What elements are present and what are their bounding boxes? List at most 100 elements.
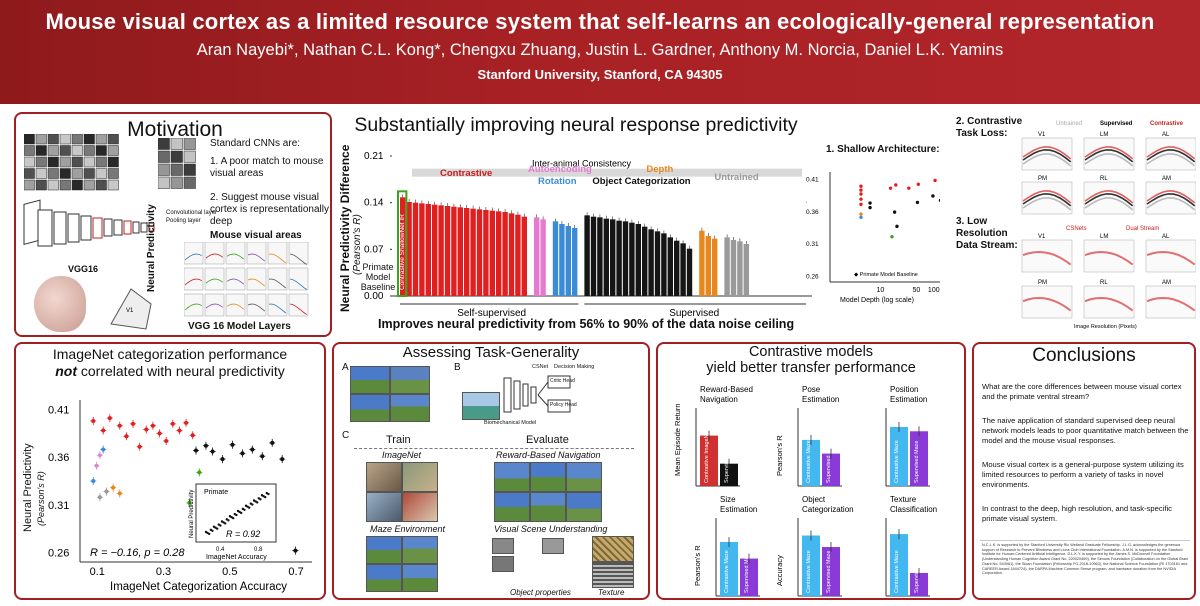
res-curve (1022, 250, 1072, 266)
group-label-untrained: Untrained (714, 172, 759, 183)
imagenet-thumb-4 (402, 492, 438, 522)
transfer-y-label: Pearson's R (693, 545, 702, 586)
author-list: Aran Nayebi*, Nathan C.L. Kong*, Chengxu… (196, 41, 1004, 59)
legend-csnets: CSNets (1066, 226, 1087, 232)
imnet-x-label: ImageNet Categorization Accuracy (110, 581, 287, 593)
transfer-panel: Contrastive models yield better transfer… (656, 342, 966, 600)
imagenet-thumb-1 (366, 462, 402, 492)
stimulus-cell (71, 168, 83, 179)
cnn-intro: Standard CNNs are: (210, 138, 301, 149)
stimulus-cell (47, 168, 59, 179)
imnet-y-tick: 0.41 (48, 405, 69, 417)
stimulus-cell (35, 179, 47, 191)
imnet-x-tick: 0.5 (222, 566, 237, 578)
shallow-label: 1. Shallow Architecture: (826, 144, 940, 155)
depth-point (938, 198, 940, 203)
highlight-label: Contrastive ShallowNet IR (399, 214, 406, 290)
imagenet-thumb-3 (366, 492, 402, 522)
layer-panel (267, 267, 288, 291)
stimulus-cell (59, 145, 71, 156)
area-panel-label: PM (1038, 176, 1047, 182)
group-label-autoencoding: Autoencoding (528, 164, 592, 175)
bar (470, 208, 476, 296)
imnet-point (203, 443, 208, 448)
layer-curve (205, 278, 224, 284)
res-panel (1083, 239, 1135, 273)
area-curve (1022, 149, 1072, 163)
transfer-bar (890, 534, 908, 596)
inset-point (216, 527, 219, 530)
inset-box (195, 483, 277, 543)
label-b: B (454, 362, 461, 373)
stimulus-cell (83, 133, 95, 145)
imnet-point (117, 491, 122, 496)
imnet-x-tick: 0.3 (156, 566, 171, 578)
transfer-bar-label: Contrastive Maze (894, 440, 900, 483)
layer-panel (288, 242, 309, 265)
inset-point (235, 513, 238, 517)
imnet-point (187, 500, 192, 505)
low-res-grid: CSNets Dual Stream V1 LM AL PM RL AM Image Resol… (1021, 226, 1196, 330)
transfer-title: Size (720, 495, 736, 504)
transfer-title-1: Contrastive models (748, 344, 874, 360)
bar (730, 240, 737, 296)
imnet-point (117, 423, 122, 428)
area-curve (1146, 193, 1196, 207)
conv-legend: Convolutional layer (166, 210, 218, 216)
bar (603, 218, 609, 296)
stimulus-cell (83, 145, 95, 156)
inset-x-label: ImageNet Accuracy (206, 554, 267, 561)
low-res-label: 3. Low Resolution Data Stream: (956, 216, 1026, 252)
legend-untrained: Untrained (1056, 121, 1082, 127)
layer-curve (268, 278, 287, 289)
stimulus-grid-right (157, 137, 198, 190)
imnet-point (144, 427, 149, 432)
predictivity-footer: Improves neural predictivity from 56% to… (378, 317, 795, 331)
bar (476, 209, 483, 296)
bar (438, 205, 444, 296)
area-panel-label: V1 (1038, 132, 1046, 138)
bar (496, 211, 502, 296)
stimulus-cell (35, 156, 47, 168)
transfer-bar-label: Contrastive Maze (724, 550, 730, 593)
stimulus-cell (47, 179, 59, 191)
depth-point (890, 235, 894, 239)
stimulus-cell (107, 156, 119, 168)
critic-head-label: Critic Head (550, 378, 575, 384)
inset-point (227, 519, 230, 522)
transfer-bar (802, 535, 820, 596)
transfer-bar-label: Supervised Maze (826, 441, 832, 484)
transfer-bar-label: Contrastive Maze (894, 550, 900, 593)
bar (737, 241, 743, 296)
layer-panel (184, 293, 204, 317)
svg-text:V1: V1 (126, 308, 134, 314)
csnet-label: CSNet (532, 364, 549, 370)
imnet-y-tick: 0.31 (48, 500, 69, 512)
layer-curve (226, 303, 245, 310)
layer-curve (268, 253, 287, 264)
maze-env-label: Maze Environment (370, 524, 446, 534)
stimulus-cell (71, 156, 83, 168)
layer-curve (205, 303, 224, 309)
inset-point (256, 501, 259, 504)
layer-curves-grid: V1 LM AL PM RL AM (184, 242, 309, 317)
transfer-bar (890, 426, 908, 486)
depth-point (859, 184, 863, 188)
imnet-point (97, 453, 102, 458)
bar (686, 248, 693, 296)
bar (654, 231, 661, 296)
bar (635, 224, 641, 296)
layer-curve (184, 303, 202, 311)
texture-label: Texture (598, 588, 625, 597)
primate-baseline-legend: ◆ Primate Model Baseline (854, 272, 918, 278)
stimulus-cell (71, 133, 83, 145)
primate-baseline-label: Primate Model Baseline (360, 262, 396, 292)
depth-point (859, 192, 863, 196)
stimulus-cell (107, 179, 119, 191)
inter-animal-band (412, 168, 802, 177)
stimulus-cell (23, 168, 35, 179)
inset-point (251, 503, 254, 506)
area-curve (1146, 197, 1196, 211)
res-curve (1084, 250, 1134, 266)
